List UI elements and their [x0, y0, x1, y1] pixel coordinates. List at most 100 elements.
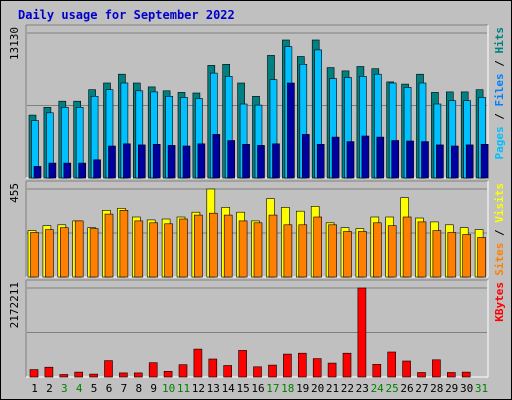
x-tick-label-day-1: 1	[31, 382, 38, 395]
bar-kbytes-day-30	[461, 371, 471, 378]
bar-kbytes-day-4	[74, 371, 83, 378]
panel-1-legend: Sites / Visits	[493, 183, 506, 276]
bar-sites-day-24	[372, 222, 382, 278]
bar-kbytes-day-15	[238, 350, 247, 378]
bar-kbytes-day-25	[387, 351, 397, 378]
bar-pages-day-1	[33, 166, 42, 179]
bar-kbytes-day-22	[342, 352, 352, 378]
bar-sites-day-8	[134, 220, 144, 278]
panel-0-legend-part-2: Files	[493, 73, 506, 106]
bar-sites-day-9	[149, 222, 158, 278]
x-tick-label-day-29: 29	[445, 382, 458, 395]
x-tick-label-day-17: 17	[266, 382, 279, 395]
bar-pages-day-25	[391, 140, 400, 179]
bar-pages-day-20	[316, 144, 325, 179]
bar-kbytes-day-19	[297, 352, 307, 378]
bar-kbytes-day-3	[59, 374, 69, 378]
bar-kbytes-day-9	[148, 362, 158, 378]
x-tick-label-day-19: 19	[296, 382, 309, 395]
panel-2-background	[26, 280, 488, 377]
x-tick-label-day-24: 24	[371, 382, 385, 395]
bar-sites-day-21	[328, 224, 337, 278]
x-tick-label-day-9: 9	[150, 382, 157, 395]
x-tick-label-day-23: 23	[356, 382, 369, 395]
x-tick-label-day-31: 31	[475, 382, 488, 395]
x-tick-label-day-15: 15	[236, 382, 249, 395]
bar-sites-day-14	[223, 214, 233, 278]
chart-title: Daily usage for September 2022	[18, 8, 235, 22]
bar-kbytes-day-28	[432, 359, 441, 378]
bar-sites-day-18	[283, 224, 293, 278]
x-tick-label-day-2: 2	[46, 382, 53, 395]
bar-pages-day-31	[480, 144, 489, 179]
bar-kbytes-day-2	[44, 366, 54, 378]
panel-2-legend: KBytes	[493, 282, 506, 322]
x-tick-label-day-6: 6	[106, 382, 113, 395]
x-tick-label-day-4: 4	[76, 382, 83, 395]
bar-kbytes-day-24	[372, 363, 382, 378]
bar-sites-day-23	[358, 231, 367, 278]
bar-pages-day-30	[465, 144, 474, 179]
bar-sites-day-6	[104, 213, 114, 278]
bar-pages-day-7	[123, 143, 131, 179]
bar-pages-day-13	[212, 134, 221, 179]
bar-sites-day-5	[89, 228, 99, 278]
bar-kbytes-day-18	[283, 353, 292, 378]
bar-pages-day-4	[78, 162, 86, 179]
bar-pages-day-17	[272, 143, 280, 179]
bar-sites-day-16	[253, 222, 263, 278]
panel-1-ymax-label: 455	[8, 183, 21, 203]
bar-pages-day-5	[93, 159, 101, 179]
bar-sites-day-3	[59, 227, 69, 278]
panel-2-legend-part-0: KBytes	[493, 282, 506, 322]
panel-0-legend: Pages / Files / Hits	[493, 27, 506, 160]
panel-1-legend-part-0: Sites	[493, 243, 506, 276]
x-tick-label-day-14: 14	[222, 382, 236, 395]
bar-kbytes-day-26	[402, 360, 411, 378]
x-tick-label-day-16: 16	[251, 382, 264, 395]
bar-sites-day-10	[164, 223, 173, 278]
bar-pages-day-27	[421, 141, 429, 179]
panel-0-legend-part-1: /	[493, 107, 506, 127]
bar-sites-day-27	[417, 221, 427, 278]
bar-sites-day-1	[30, 232, 39, 278]
bar-kbytes-day-10	[163, 370, 173, 378]
bar-pages-day-19	[301, 134, 310, 179]
bar-pages-day-6	[108, 145, 116, 179]
bar-pages-day-29	[450, 145, 459, 179]
bar-sites-day-13	[209, 212, 218, 278]
bar-pages-day-12	[197, 143, 206, 179]
panel-0-legend-part-3: /	[493, 54, 506, 74]
bar-kbytes-day-1	[29, 369, 39, 378]
x-tick-label-day-30: 30	[460, 382, 473, 395]
bar-kbytes-day-16	[253, 366, 262, 378]
bar-sites-day-22	[343, 231, 352, 278]
bar-pages-day-9	[152, 144, 161, 179]
bar-sites-day-15	[238, 220, 248, 278]
bar-kbytes-day-8	[134, 372, 143, 378]
x-tick-label-day-11: 11	[177, 382, 190, 395]
bar-pages-day-18	[287, 82, 295, 179]
bar-pages-day-21	[331, 136, 340, 179]
bar-pages-day-10	[167, 145, 176, 179]
x-tick-label-day-13: 13	[207, 382, 220, 395]
bar-pages-day-28	[436, 144, 444, 179]
bar-pages-day-23	[361, 135, 370, 179]
bar-pages-day-26	[406, 140, 414, 179]
panel-1-legend-part-2: Visits	[493, 183, 506, 223]
bar-sites-day-25	[387, 225, 397, 278]
bar-pages-day-11	[182, 145, 191, 179]
bar-kbytes-day-27	[417, 372, 426, 378]
x-tick-label-day-21: 21	[326, 382, 339, 395]
x-tick-label-day-3: 3	[61, 382, 68, 395]
bar-kbytes-day-20	[312, 358, 322, 378]
panel-1-legend-part-1: /	[493, 223, 506, 243]
bar-sites-day-28	[432, 230, 442, 278]
bar-sites-day-2	[45, 229, 54, 278]
bar-sites-day-19	[298, 224, 308, 278]
x-tick-label-day-7: 7	[121, 382, 128, 395]
bar-sites-day-12	[194, 214, 203, 278]
x-tick-label-day-25: 25	[385, 382, 398, 395]
x-tick-label-day-28: 28	[430, 382, 443, 395]
